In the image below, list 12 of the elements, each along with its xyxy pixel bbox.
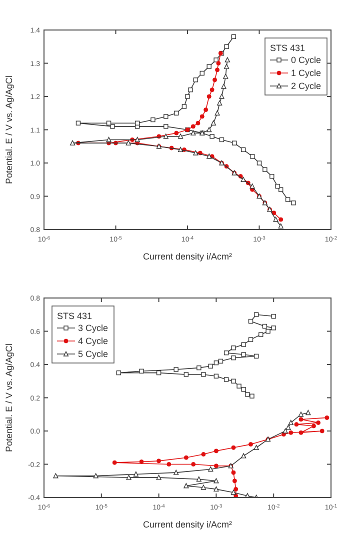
legend-label: 3 Cycle [78, 322, 108, 332]
legend-title: STS 431 [57, 310, 92, 320]
legend-label: 4 Cycle [78, 336, 108, 346]
x-axis-title: Current density i/Acm² [142, 519, 232, 529]
legend-label: 0 Cycle [291, 55, 322, 65]
y-axis-title: Potential. E / V vs. Ag/AgCl [4, 75, 14, 184]
x-axis-title: Current density i/Acm² [142, 252, 232, 262]
legend-label: 1 Cycle [291, 68, 322, 78]
y-axis-title: Potential. E / V vs. Ag/AgCl [4, 342, 14, 452]
legend-label: 2 Cycle [291, 81, 322, 91]
legend-label: 5 Cycle [78, 348, 108, 358]
legend-title: STS 431 [270, 43, 306, 53]
